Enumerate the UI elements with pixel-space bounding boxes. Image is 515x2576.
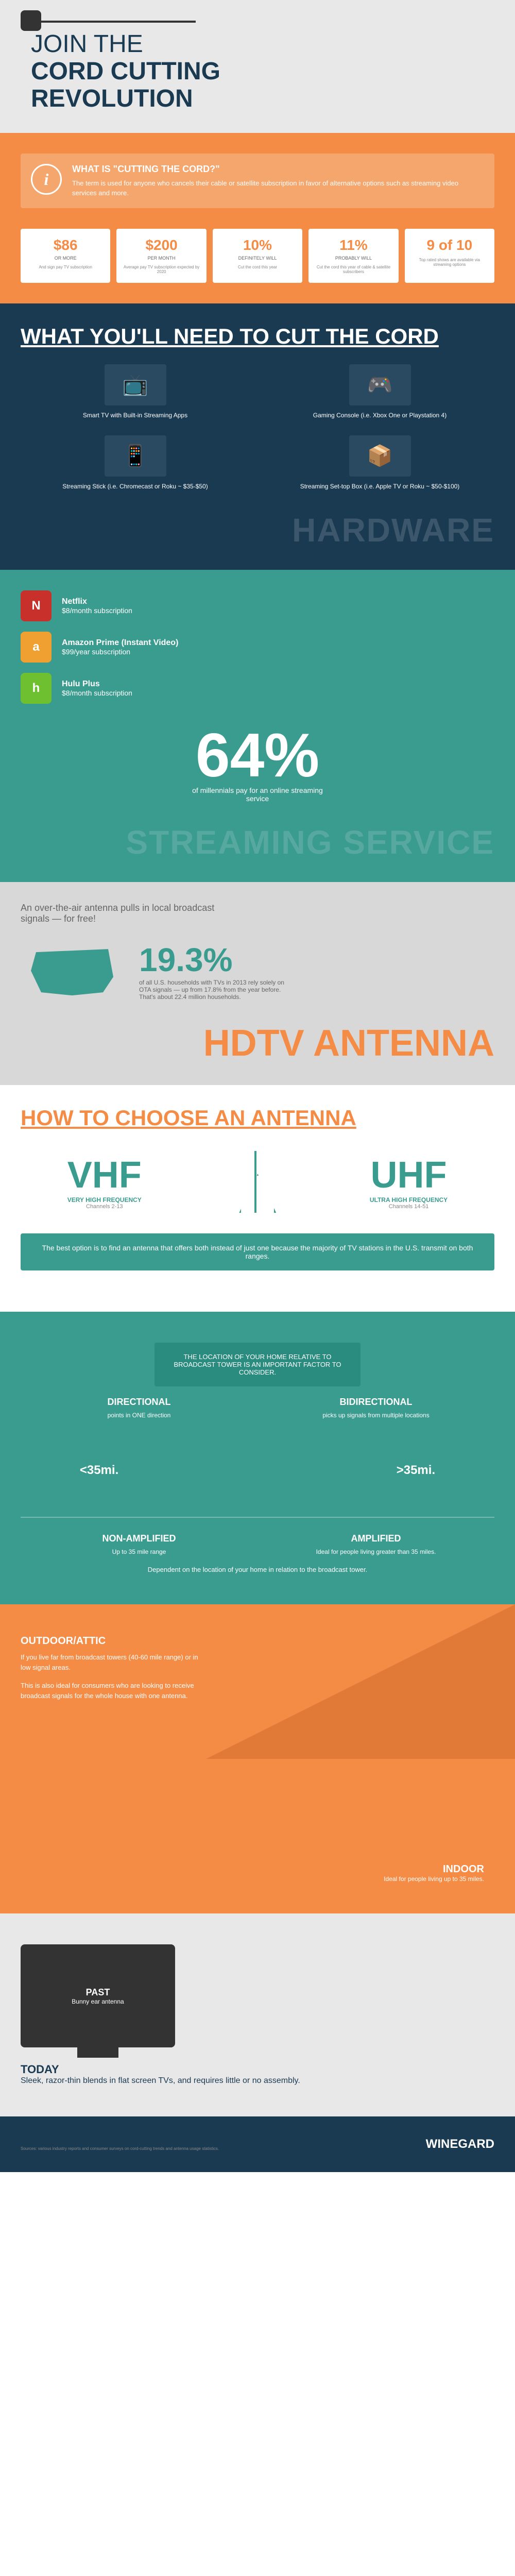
- range-row: <35mi. >35mi.: [21, 1439, 494, 1501]
- hw-item: 📱 Streaming Stick (i.e. Chromecast or Ro…: [21, 435, 250, 491]
- placement-section: OUTDOOR/ATTIC If you live far from broad…: [0, 1604, 515, 1913]
- big-stat: 64% of millennials pay for an online str…: [21, 724, 494, 803]
- amazon-icon: a: [21, 632, 52, 663]
- freq-note: The best option is to find an antenna th…: [21, 1233, 494, 1270]
- bidirectional-box: BIDIRECTIONAL picks up signals from mult…: [258, 1397, 494, 1419]
- hardware-grid: 📺 Smart TV with Built-in Streaming Apps …: [21, 364, 494, 490]
- amp-note: Dependent on the location of your home i…: [21, 1555, 494, 1584]
- choose-section: HOW TO CHOOSE AN ANTENNA VHF VERY HIGH F…: [0, 1085, 515, 1312]
- ghost-hardware: HARDWARE: [21, 511, 494, 549]
- intro-section: i WHAT IS "CUTTING THE CORD?" The term i…: [0, 133, 515, 303]
- indoor-box: INDOOR Ideal for people living up to 35 …: [384, 1863, 484, 1883]
- tv-graphic: PAST Bunny ear antenna: [21, 1944, 175, 2047]
- roof-graphic: [206, 1604, 515, 1759]
- vhf-box: VHF VERY HIGH FREQUENCY Channels 2-13: [67, 1154, 142, 1210]
- choose-title: HOW TO CHOOSE AN ANTENNA: [21, 1106, 494, 1130]
- main-title: JOIN THE CORD CUTTING REVOLUTION: [31, 31, 494, 112]
- intro-title: WHAT IS "CUTTING THE CORD?": [72, 164, 484, 175]
- range-high: >35mi.: [397, 1463, 435, 1478]
- intro-body: The term is used for anyone who cancels …: [72, 179, 484, 197]
- hw-item: 🎮 Gaming Console (i.e. Xbox One or Plays…: [265, 364, 494, 420]
- info-box: i WHAT IS "CUTTING THE CORD?" The term i…: [21, 154, 494, 208]
- stat-pct: 64%: [21, 724, 494, 786]
- amp-row: NON-AMPLIFIED Up to 35 mile range AMPLIF…: [21, 1517, 494, 1555]
- usa-map-icon: [21, 940, 124, 1002]
- stat-box: $200 PER MONTH Average pay TV subscripti…: [116, 229, 206, 283]
- streaming-section: N Netflix$8/month subscription a Amazon …: [0, 570, 515, 882]
- hw-item: 📺 Smart TV with Built-in Streaming Apps: [21, 364, 250, 420]
- antenna-desc: of all U.S. households with TVs in 2013 …: [139, 979, 294, 1001]
- box-icon: 📦: [349, 435, 411, 477]
- need-title: WHAT YOU'LL NEED TO CUT THE CORD: [21, 324, 494, 349]
- antenna-pct: 19.3%: [139, 941, 294, 979]
- title-line1: JOIN THE: [31, 30, 143, 58]
- info-text: WHAT IS "CUTTING THE CORD?" The term is …: [72, 164, 484, 197]
- netflix-icon: N: [21, 590, 52, 621]
- info-icon: i: [31, 164, 62, 195]
- range-low: <35mi.: [80, 1463, 118, 1478]
- tower-icon: [235, 1151, 276, 1213]
- outdoor-box: OUTDOOR/ATTIC If you live far from broad…: [21, 1635, 201, 1701]
- hardware-section: WHAT YOU'LL NEED TO CUT THE CORD 📺 Smart…: [0, 303, 515, 570]
- stats-row: $86 OR MORE And sign pay TV subscription…: [21, 229, 494, 283]
- tv-icon: 📺: [105, 364, 166, 405]
- service-row: h Hulu Plus$8/month subscription: [21, 673, 494, 704]
- ghost-streaming: STREAMING SERVICE: [21, 823, 494, 861]
- hw-item: 📦 Streaming Set-top Box (i.e. Apple TV o…: [265, 435, 494, 491]
- fine-print: Sources: various industry reports and co…: [21, 2146, 219, 2151]
- service-row: N Netflix$8/month subscription: [21, 590, 494, 621]
- stat-box: 11% PROBABLY WILL Cut the cord this year…: [308, 229, 398, 283]
- tower-icon: [237, 1439, 278, 1501]
- stick-icon: 📱: [105, 435, 166, 477]
- stat-box: 10% DEFINITELY WILL Cut the cord this ye…: [213, 229, 302, 283]
- title-line2: CORD CUTTING: [31, 58, 220, 85]
- winegard-logo: WINEGARD: [426, 2137, 494, 2151]
- location-note: THE LOCATION OF YOUR HOME RELATIVE TO BR…: [154, 1343, 360, 1386]
- console-icon: 🎮: [349, 364, 411, 405]
- stat-box: 9 of 10 Top rated shows are available vi…: [405, 229, 494, 283]
- evolution-section: PAST Bunny ear antenna TODAY Sleek, razo…: [0, 1913, 515, 2116]
- dir-row: DIRECTIONAL points in ONE direction BIDI…: [21, 1397, 494, 1419]
- stat-desc: of millennials pay for an online streami…: [180, 786, 335, 803]
- service-row: a Amazon Prime (Instant Video)$99/year s…: [21, 632, 494, 663]
- usa-stat: 19.3% of all U.S. households with TVs in…: [21, 940, 494, 1002]
- ghost-antenna: HDTV ANTENNA: [21, 1022, 494, 1064]
- nonamp-box: NON-AMPLIFIED Up to 35 mile range: [21, 1533, 258, 1555]
- antenna-section: An over-the-air antenna pulls in local b…: [0, 882, 515, 1085]
- amp-box: AMPLIFIED Ideal for people living greate…: [258, 1533, 494, 1555]
- direction-section: THE LOCATION OF YOUR HOME RELATIVE TO BR…: [0, 1312, 515, 1604]
- footer: Sources: various industry reports and co…: [0, 2116, 515, 2172]
- title-line3: REVOLUTION: [31, 85, 193, 112]
- today-box: TODAY Sleek, razor-thin blends in flat s…: [21, 2063, 494, 2086]
- header: JOIN THE CORD CUTTING REVOLUTION: [0, 0, 515, 133]
- freq-row: VHF VERY HIGH FREQUENCY Channels 2-13 UH…: [21, 1151, 494, 1213]
- hulu-icon: h: [21, 673, 52, 704]
- uhf-box: UHF ULTRA HIGH FREQUENCY Channels 14-51: [370, 1154, 448, 1210]
- directional-box: DIRECTIONAL points in ONE direction: [21, 1397, 258, 1419]
- antenna-intro: An over-the-air antenna pulls in local b…: [21, 903, 227, 924]
- stat-box: $86 OR MORE And sign pay TV subscription: [21, 229, 110, 283]
